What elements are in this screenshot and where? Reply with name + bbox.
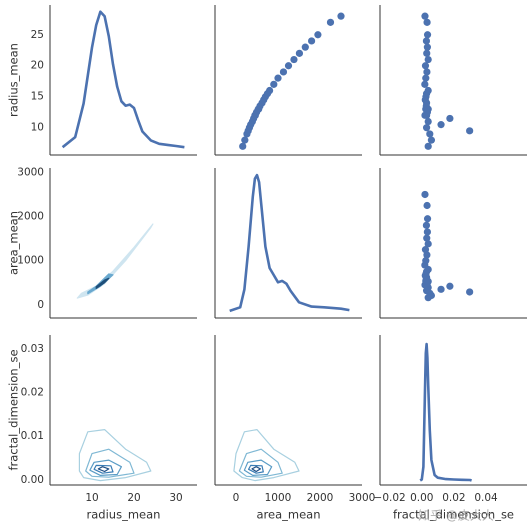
scatter-point [422, 124, 431, 132]
y-axis-label: radius_mean [7, 43, 21, 117]
scatter-point [423, 215, 432, 223]
y-tick-label: 0.02 [21, 387, 44, 399]
scatter-point [424, 117, 432, 126]
scatter-point [421, 80, 429, 88]
kde-line [229, 173, 350, 313]
scatter-point [295, 49, 304, 57]
scatter-point [427, 136, 436, 144]
scatter-point [326, 18, 335, 26]
scatter-point [424, 55, 432, 64]
scatter-point [422, 257, 430, 265]
density-contour [85, 448, 135, 478]
y-tick-label: 25 [31, 29, 44, 41]
x-tick-label: 20 [127, 492, 140, 504]
scatter-point [422, 221, 431, 229]
x-axis-label: radius_mean [87, 508, 161, 522]
scatter-point [337, 12, 345, 20]
scatter-point [424, 240, 432, 248]
y-tick-label: 20 [31, 60, 44, 72]
scatter-point [424, 142, 432, 150]
x-tick-label: 30 [169, 492, 182, 504]
x-tick-label: 3000 [349, 492, 376, 504]
y-tick-label: 3000 [17, 166, 44, 178]
x-tick-label: 0.02 [442, 492, 465, 504]
y-tick-label: 0.00 [21, 474, 44, 486]
scatter-point [437, 121, 445, 129]
scatter-point [239, 142, 247, 150]
density-contour [76, 223, 154, 299]
y-tick-label: 10 [31, 122, 44, 134]
x-tick-label: 0.04 [474, 492, 498, 504]
x-tick-label: 0.00 [410, 492, 433, 504]
scatter-point [241, 136, 249, 144]
x-tick-label: 2000 [307, 492, 334, 504]
x-axis-label: area_mean [256, 508, 320, 522]
y-tick-label: 1000 [17, 255, 44, 267]
scatter-point [274, 74, 282, 82]
density-contour [251, 466, 261, 473]
scatter-point [422, 37, 431, 45]
scatter-point [426, 130, 434, 138]
scatter-point [314, 31, 322, 39]
density-contour [97, 466, 110, 473]
density-contour [233, 429, 300, 482]
y-tick-label: 0.03 [21, 343, 44, 355]
scatter-point [284, 62, 293, 70]
scatter-point [446, 114, 454, 123]
kde-line [61, 10, 185, 149]
scatter-point [423, 43, 431, 51]
scatter-point [421, 62, 430, 70]
density-contour [78, 429, 152, 482]
y-tick-label: 0.01 [21, 430, 44, 442]
x-tick-label: 0 [233, 492, 240, 504]
scatter-point [423, 68, 431, 76]
scatter-point [437, 285, 445, 293]
y-tick-label: 2000 [17, 211, 44, 223]
scatter-point [290, 55, 298, 64]
scatter-point [308, 37, 316, 45]
scatter-point [423, 201, 431, 210]
scatter-point [301, 43, 309, 51]
scatter-point [423, 228, 431, 236]
scatter-point [422, 74, 430, 82]
density-contour [93, 464, 114, 474]
y-tick-label: 0 [37, 299, 44, 311]
scatter-point [423, 18, 431, 26]
x-tick-label: −0.02 [374, 492, 406, 504]
scatter-point [466, 288, 474, 296]
y-axis-label: fractal_dimension_se [7, 349, 21, 470]
density-contour [248, 464, 264, 474]
x-axis-label: fractal_dimension_se [393, 508, 514, 522]
scatter-point [421, 190, 429, 199]
x-tick-label: 1000 [265, 492, 292, 504]
scatter-point [421, 12, 429, 20]
scatter-point [423, 49, 431, 57]
scatter-point [266, 86, 274, 95]
scatter-point [423, 234, 431, 242]
x-tick-label: 10 [85, 492, 98, 504]
density-contour [95, 277, 110, 289]
scatter-point [466, 127, 474, 135]
scatter-point [270, 80, 278, 88]
density-contour [89, 459, 122, 476]
density-contour [238, 448, 283, 478]
y-tick-label: 15 [31, 91, 44, 103]
scatter-point [424, 86, 432, 95]
scatter-point [423, 31, 432, 39]
density-contour [243, 459, 273, 476]
y-axis-label: area_mean [7, 211, 21, 275]
kde-line [419, 342, 472, 482]
scatter-point [446, 282, 454, 290]
scatter-point [279, 68, 288, 76]
scatter-point [421, 246, 430, 254]
watermark: 知乎 @皮大大 [418, 509, 494, 523]
